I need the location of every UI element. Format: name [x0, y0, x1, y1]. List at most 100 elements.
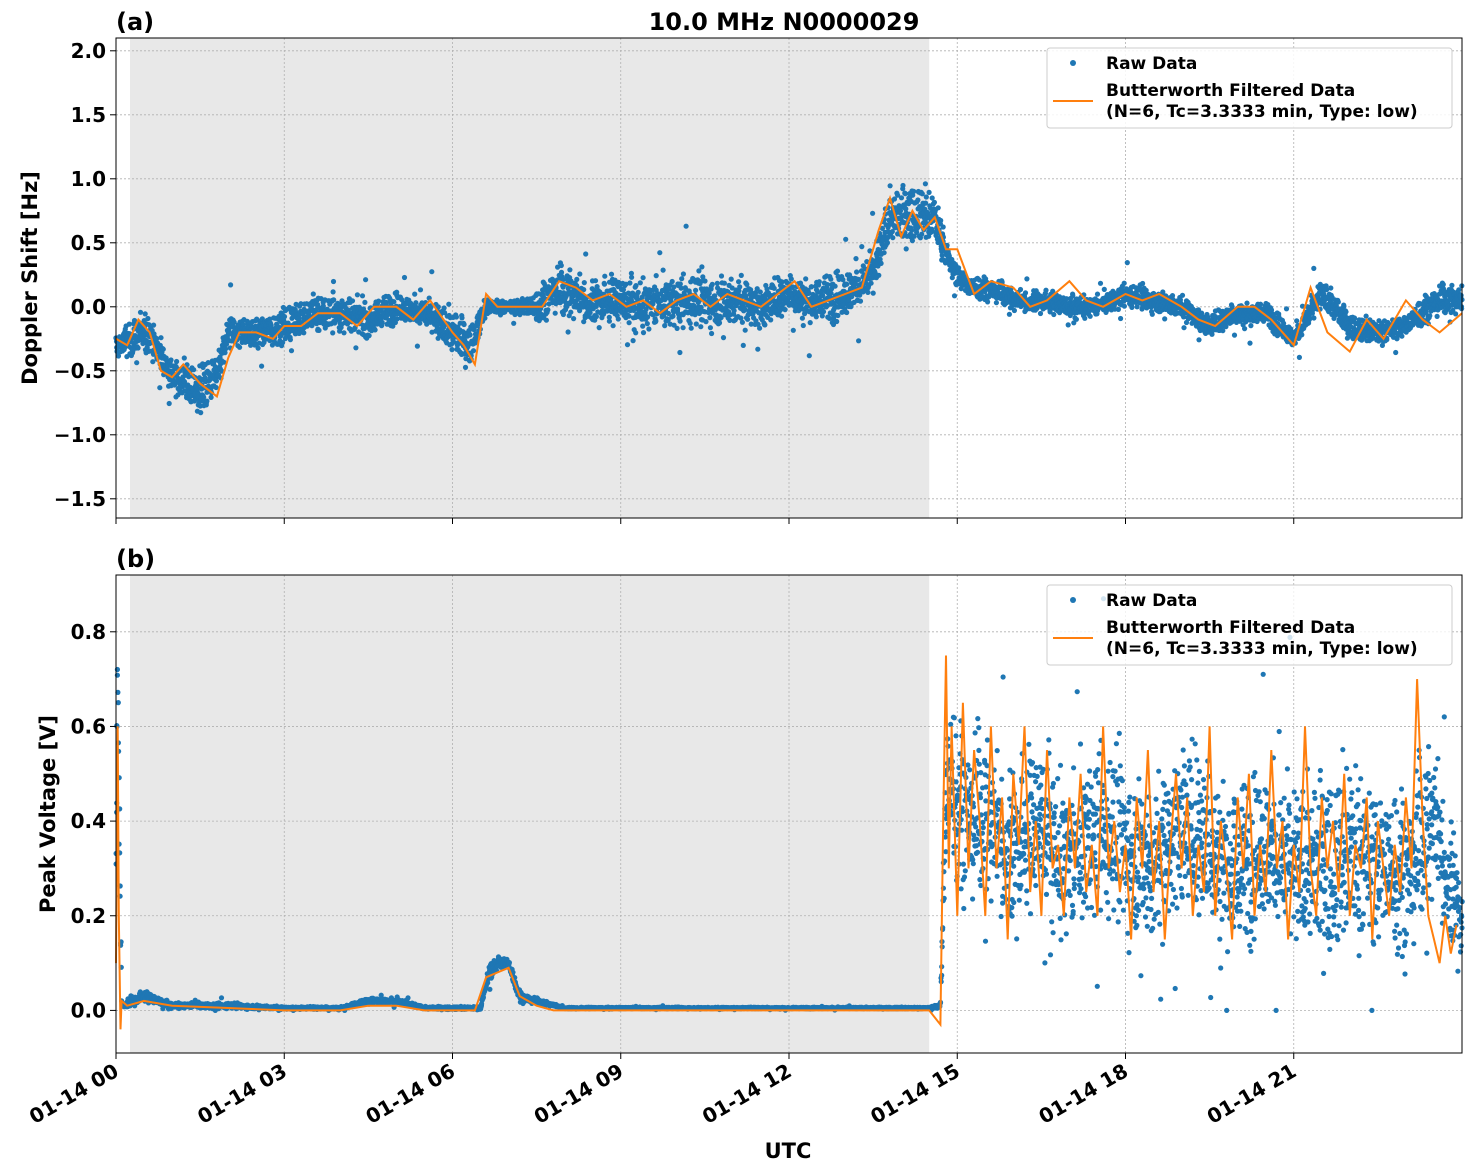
raw-data-point [629, 274, 635, 280]
raw-data-point [592, 278, 599, 284]
raw-data-point [1087, 313, 1093, 319]
raw-data-point [624, 342, 631, 348]
raw-data-point [919, 231, 925, 237]
raw-data-point [931, 199, 938, 205]
raw-data-point [890, 235, 896, 241]
raw-data-point [1343, 309, 1349, 315]
raw-data-point [1311, 315, 1317, 321]
raw-data-point [558, 262, 564, 269]
raw-data-point [353, 345, 359, 351]
raw-data-point [1248, 323, 1254, 329]
raw-data-point [1328, 285, 1334, 291]
raw-data-point [126, 321, 132, 327]
raw-data-point [150, 359, 156, 365]
raw-data-point [630, 338, 636, 344]
raw-data-point [391, 299, 397, 305]
raw-data-point [596, 325, 602, 331]
raw-data-point [637, 280, 643, 286]
raw-data-point [709, 281, 715, 287]
raw-data-point [1101, 286, 1107, 292]
raw-data-point [366, 333, 372, 339]
raw-data-point [799, 315, 806, 321]
raw-data-point [887, 183, 893, 189]
raw-data-point [341, 330, 347, 336]
raw-data-point [714, 280, 720, 286]
raw-data-point [1051, 311, 1057, 318]
raw-data-point [731, 308, 737, 314]
raw-data-point [657, 250, 663, 256]
raw-data-point [644, 321, 650, 327]
raw-data-point [669, 278, 675, 285]
raw-data-point [922, 181, 929, 187]
raw-data-point [145, 315, 151, 322]
raw-data-point [1196, 337, 1202, 343]
raw-data-point [467, 332, 473, 338]
raw-data-point [1118, 315, 1124, 322]
raw-data-point [884, 240, 891, 246]
raw-data-point [610, 323, 616, 329]
raw-data-point [640, 275, 646, 281]
raw-data-point [940, 224, 946, 230]
raw-data-point [221, 359, 227, 365]
raw-data-point [1296, 354, 1302, 360]
raw-data-point [674, 325, 680, 331]
raw-data-point [707, 315, 713, 321]
raw-data-point [834, 268, 841, 274]
raw-data-point [909, 227, 915, 233]
raw-data-point [633, 330, 639, 336]
raw-data-point [166, 400, 172, 407]
raw-data-point [679, 276, 685, 282]
raw-data-point [330, 278, 337, 285]
raw-data-point [680, 325, 686, 331]
raw-data-point [413, 300, 419, 306]
raw-data-point [1181, 325, 1187, 331]
raw-data-point [876, 272, 882, 278]
raw-data-point [1115, 306, 1121, 312]
raw-data-point [626, 320, 632, 326]
raw-data-point [213, 384, 219, 391]
raw-data-point [581, 280, 587, 286]
panel-a-label: (a) [116, 8, 154, 36]
raw-data-point [938, 217, 944, 224]
raw-data-point [790, 327, 796, 333]
raw-data-point [288, 348, 295, 354]
raw-data-point [677, 318, 683, 324]
raw-data-point [740, 342, 746, 348]
raw-data-point [429, 269, 435, 275]
raw-data-point [372, 327, 378, 333]
raw-data-point [635, 289, 641, 295]
raw-data-point [768, 317, 774, 323]
raw-data-point [198, 410, 204, 416]
raw-data-point [627, 280, 633, 286]
raw-data-point [738, 272, 744, 278]
raw-data-point [446, 301, 452, 307]
raw-data-point [459, 313, 465, 319]
raw-data-point [859, 244, 865, 250]
raw-data-point [571, 316, 577, 322]
raw-data-point [359, 293, 366, 299]
raw-data-point [543, 317, 550, 323]
raw-data-point [662, 323, 668, 329]
raw-data-point [151, 322, 157, 328]
raw-data-point [807, 320, 813, 326]
raw-data-point [993, 300, 1000, 306]
raw-data-point [168, 357, 174, 363]
raw-data-point [1220, 328, 1226, 334]
raw-data-point [1017, 286, 1024, 293]
panel-a-night-shading [130, 38, 930, 518]
raw-data-point [680, 271, 687, 277]
raw-data-point [834, 318, 840, 325]
raw-data-point [707, 325, 714, 331]
raw-data-point [699, 264, 705, 270]
raw-data-point [1257, 301, 1264, 307]
raw-data-point [739, 319, 746, 325]
raw-data-point [565, 329, 571, 335]
raw-data-point [1294, 318, 1300, 324]
raw-data-point [376, 298, 382, 304]
raw-data-point [771, 285, 777, 291]
raw-data-point [698, 324, 704, 330]
raw-data-point [844, 309, 850, 316]
raw-data-point [137, 309, 144, 315]
raw-data-point [1065, 322, 1071, 328]
